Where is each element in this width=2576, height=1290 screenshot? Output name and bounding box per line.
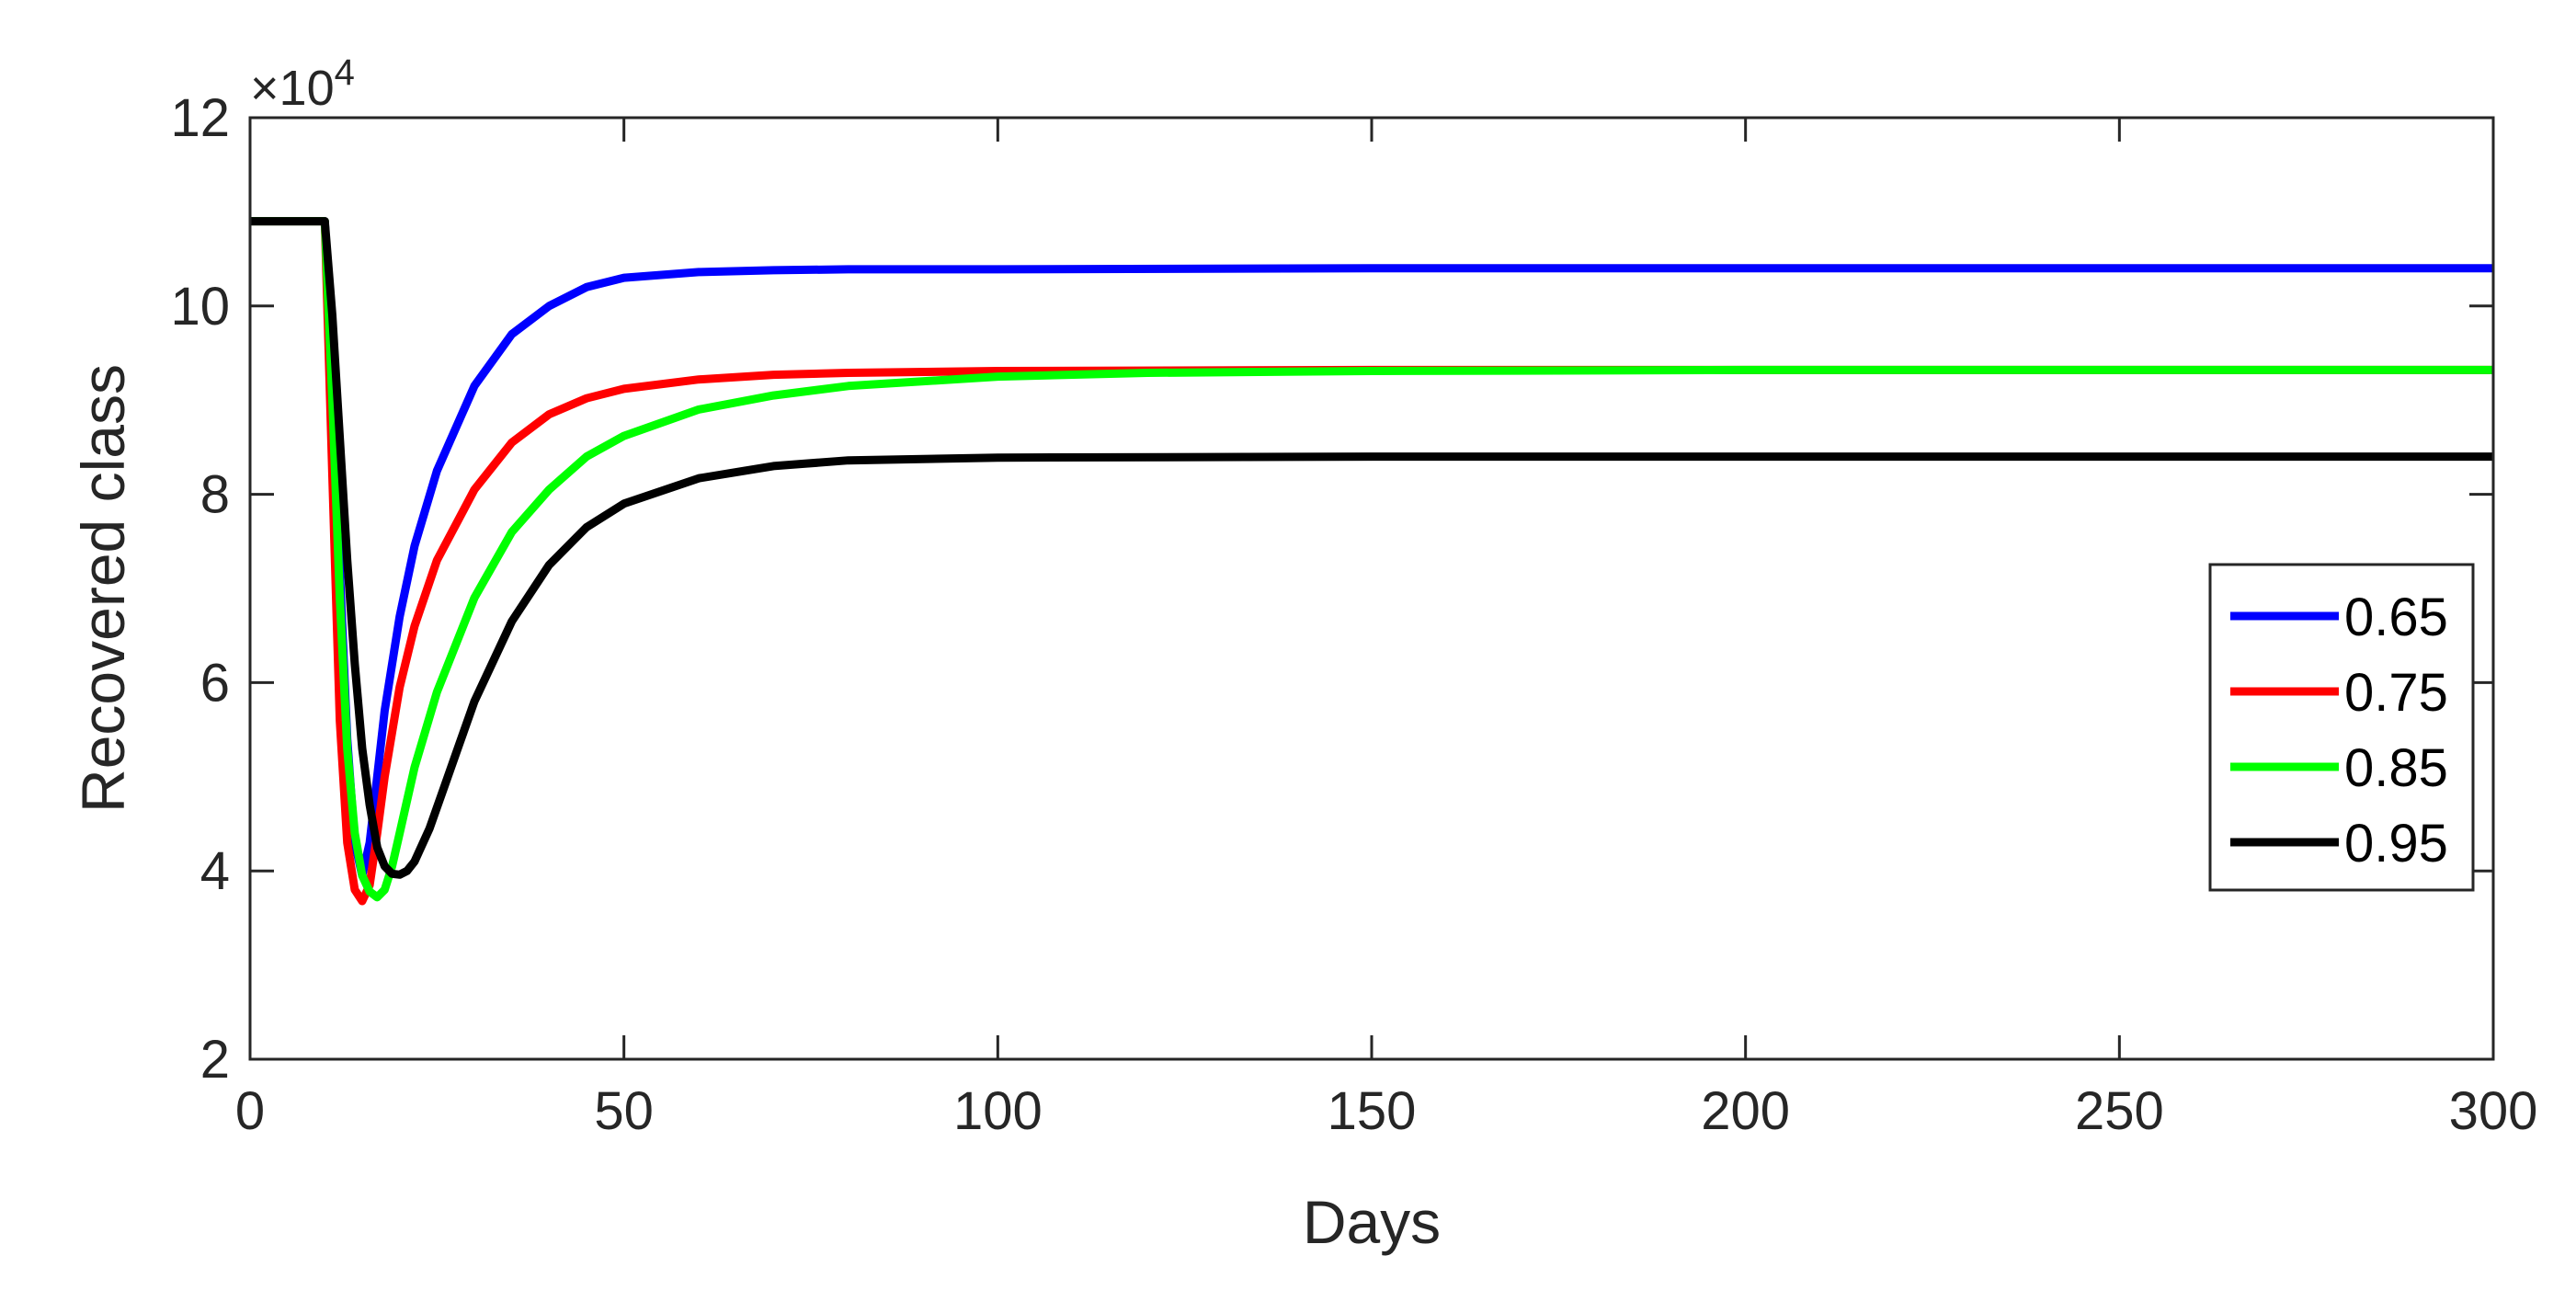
x-tick-label: 0 — [235, 1081, 265, 1141]
x-tick-label: 300 — [2449, 1081, 2538, 1141]
legend-label: 0.65 — [2344, 588, 2448, 647]
y-tick-label: 6 — [200, 653, 230, 713]
y-tick-label: 4 — [200, 841, 230, 901]
y-axis-multiplier-base: ×10 — [250, 61, 335, 116]
y-axis-multiplier: ×104 — [250, 52, 355, 116]
y-tick-label: 2 — [200, 1030, 230, 1090]
y-axis-multiplier-exponent: 4 — [335, 52, 355, 93]
plot-layer — [250, 217, 2493, 906]
x-tick-label: 100 — [953, 1081, 1043, 1141]
y-axis-label: Recovered class — [69, 364, 137, 813]
legend: 0.65 0.75 0.85 0.95 — [2208, 563, 2475, 892]
x-tick-label: 50 — [594, 1081, 654, 1141]
legend-label: 0.95 — [2344, 814, 2448, 873]
x-axis-label: Days — [1303, 1188, 1441, 1256]
axes-layer: 0 50 100 150 200 250 300 2 4 6 8 10 12 — [170, 88, 2537, 1141]
x-tick-label: 200 — [1701, 1081, 1790, 1141]
legend-label: 0.75 — [2344, 663, 2448, 723]
series-line-0-85 — [250, 217, 2493, 902]
series-line-0-75 — [250, 217, 2493, 906]
y-tick-label: 10 — [170, 277, 230, 337]
y-tick-label: 8 — [200, 465, 230, 525]
x-tick-label: 250 — [2075, 1081, 2164, 1141]
series-line-0-95 — [250, 217, 2493, 879]
x-tick-label: 150 — [1328, 1081, 1417, 1141]
y-tick-label: 12 — [170, 88, 230, 148]
legend-label: 0.85 — [2344, 738, 2448, 798]
